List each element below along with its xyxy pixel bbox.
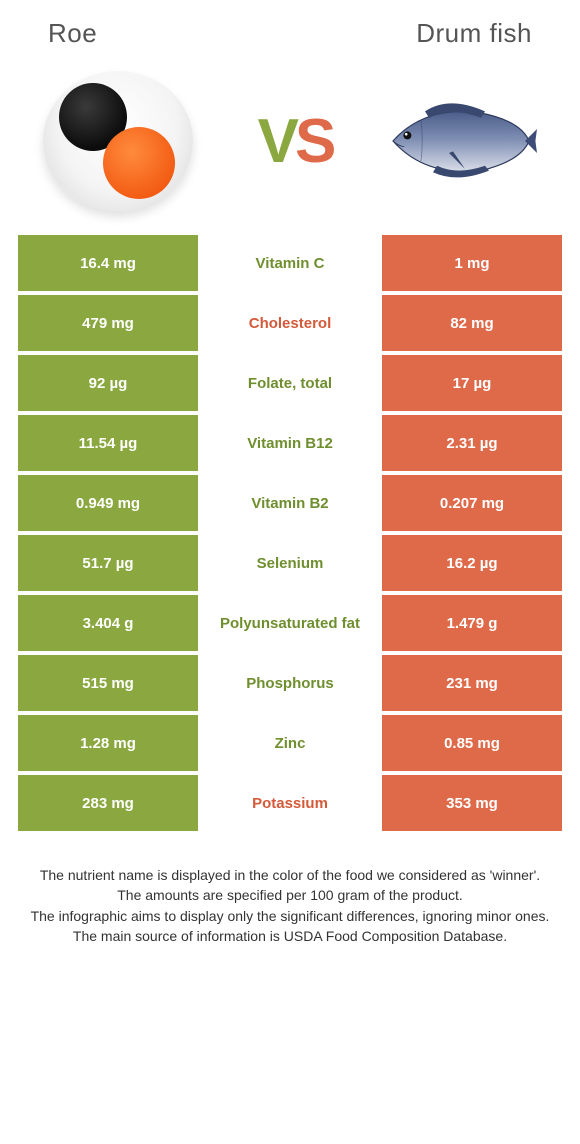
table-row: 16.4 mgVitamin C1 mg [18, 235, 562, 291]
right-food-title: Drum fish [416, 18, 532, 49]
nutrient-label-cell: Phosphorus [198, 655, 382, 711]
vs-label: VS [258, 106, 333, 177]
right-value-cell: 231 mg [382, 655, 562, 711]
drum-fish-icon [377, 97, 537, 185]
right-value-cell: 17 µg [382, 355, 562, 411]
right-value-cell: 1.479 g [382, 595, 562, 651]
left-value-cell: 51.7 µg [18, 535, 198, 591]
left-value-cell: 16.4 mg [18, 235, 198, 291]
left-food-title: Roe [48, 18, 97, 49]
right-food-image [372, 97, 542, 185]
right-value-cell: 0.85 mg [382, 715, 562, 771]
nutrient-label-cell: Vitamin C [198, 235, 382, 291]
table-row: 283 mgPotassium353 mg [18, 775, 562, 831]
table-row: 3.404 gPolyunsaturated fat1.479 g [18, 595, 562, 651]
right-value-cell: 1 mg [382, 235, 562, 291]
nutrient-label-cell: Potassium [198, 775, 382, 831]
table-row: 515 mgPhosphorus231 mg [18, 655, 562, 711]
left-value-cell: 92 µg [18, 355, 198, 411]
footnotes: The nutrient name is displayed in the co… [18, 865, 562, 946]
table-row: 0.949 mgVitamin B20.207 mg [18, 475, 562, 531]
nutrient-label-cell: Polyunsaturated fat [198, 595, 382, 651]
roe-bowl-icon [33, 71, 203, 211]
footnote-line: The infographic aims to display only the… [28, 906, 552, 926]
vs-v-letter: V [258, 107, 295, 176]
vs-s-letter: S [295, 107, 332, 176]
left-value-cell: 515 mg [18, 655, 198, 711]
right-value-cell: 0.207 mg [382, 475, 562, 531]
left-value-cell: 283 mg [18, 775, 198, 831]
footnote-line: The main source of information is USDA F… [28, 926, 552, 946]
right-value-cell: 16.2 µg [382, 535, 562, 591]
header-row: Roe Drum fish [18, 18, 562, 49]
left-value-cell: 479 mg [18, 295, 198, 351]
right-value-cell: 82 mg [382, 295, 562, 351]
left-value-cell: 1.28 mg [18, 715, 198, 771]
images-row: VS [18, 61, 562, 235]
left-food-image [18, 71, 218, 211]
table-row: 92 µgFolate, total17 µg [18, 355, 562, 411]
left-value-cell: 3.404 g [18, 595, 198, 651]
left-value-cell: 0.949 mg [18, 475, 198, 531]
table-row: 51.7 µgSelenium16.2 µg [18, 535, 562, 591]
table-row: 1.28 mgZinc0.85 mg [18, 715, 562, 771]
nutrient-label-cell: Vitamin B2 [198, 475, 382, 531]
right-value-cell: 2.31 µg [382, 415, 562, 471]
right-value-cell: 353 mg [382, 775, 562, 831]
nutrient-label-cell: Vitamin B12 [198, 415, 382, 471]
nutrient-label-cell: Selenium [198, 535, 382, 591]
left-value-cell: 11.54 µg [18, 415, 198, 471]
footnote-line: The nutrient name is displayed in the co… [28, 865, 552, 885]
nutrient-label-cell: Zinc [198, 715, 382, 771]
nutrient-label-cell: Folate, total [198, 355, 382, 411]
nutrient-table: 16.4 mgVitamin C1 mg479 mgCholesterol82 … [18, 235, 562, 831]
footnote-line: The amounts are specified per 100 gram o… [28, 885, 552, 905]
nutrient-label-cell: Cholesterol [198, 295, 382, 351]
table-row: 479 mgCholesterol82 mg [18, 295, 562, 351]
table-row: 11.54 µgVitamin B122.31 µg [18, 415, 562, 471]
